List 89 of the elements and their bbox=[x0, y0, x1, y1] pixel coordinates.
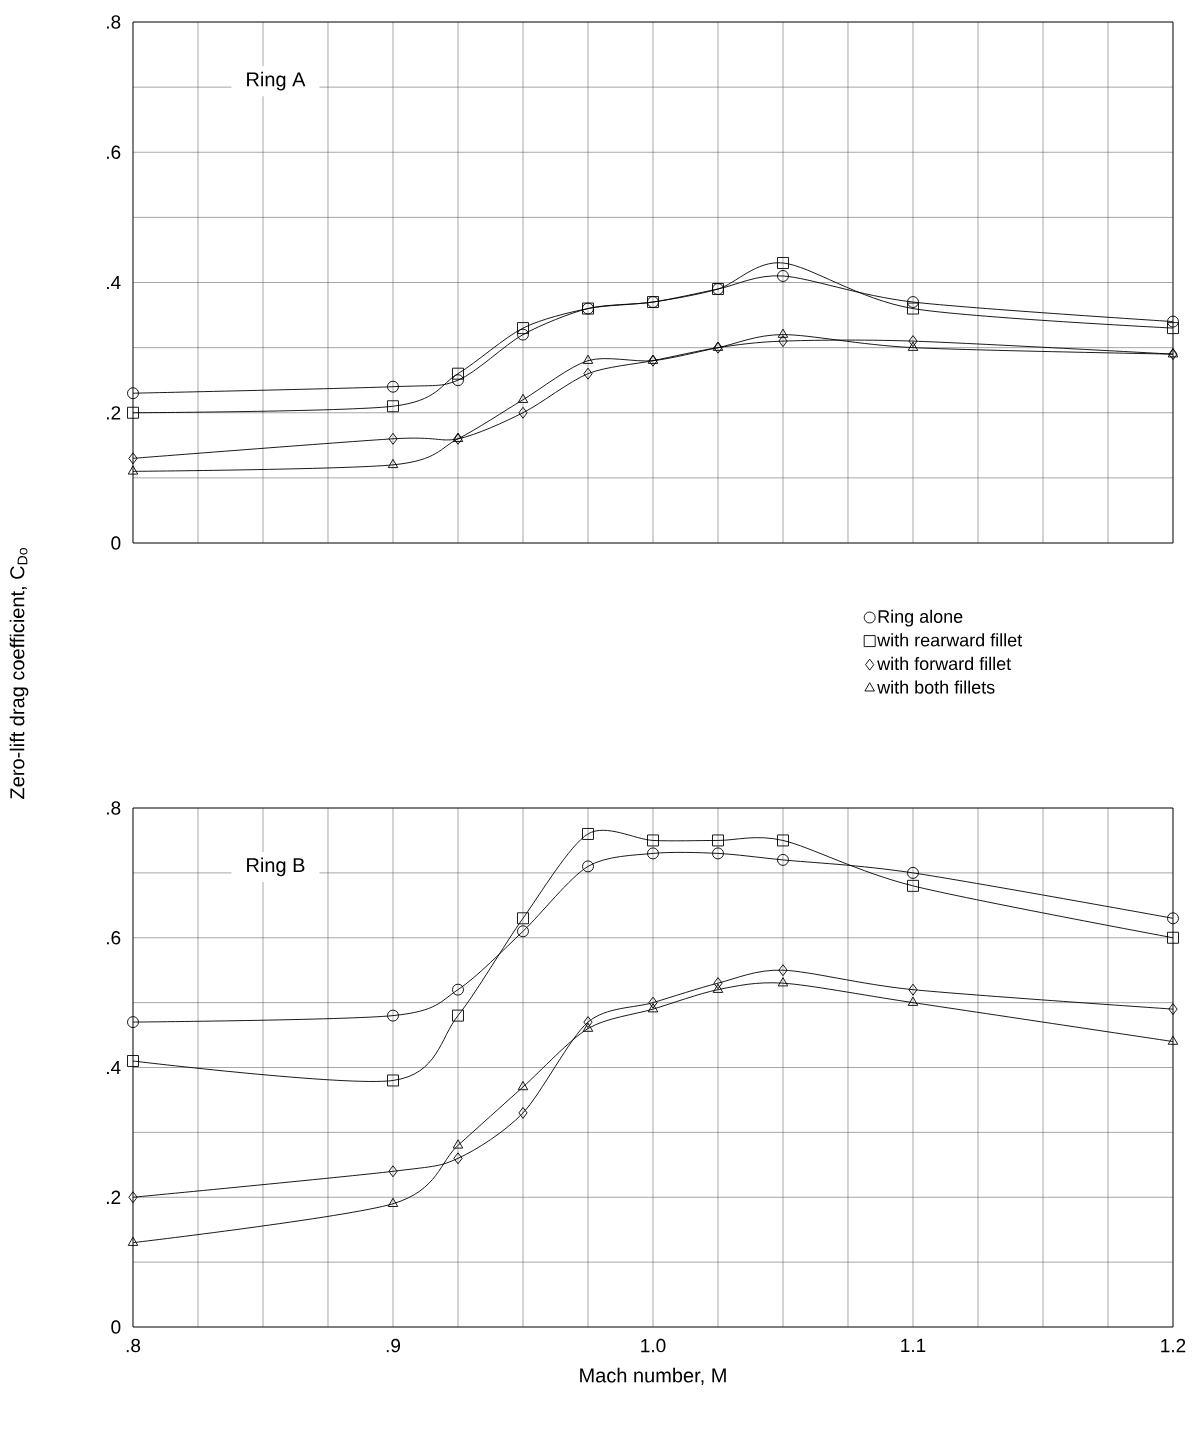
x-tick-label: .8 bbox=[126, 1338, 141, 1353]
point bbox=[1167, 931, 1180, 944]
point bbox=[583, 1016, 593, 1029]
x-tick-label: 1.0 bbox=[641, 1338, 666, 1353]
point bbox=[582, 1022, 594, 1032]
point bbox=[518, 406, 528, 419]
legend-label: Ring alone bbox=[878, 609, 963, 627]
point bbox=[647, 847, 660, 860]
point bbox=[582, 860, 595, 873]
y-tick-label: .4 bbox=[107, 275, 121, 290]
point bbox=[1167, 322, 1180, 335]
point bbox=[582, 354, 594, 364]
y-tick-label: .2 bbox=[107, 406, 121, 420]
x-axis-title: Mach number, M bbox=[580, 1367, 726, 1385]
point bbox=[127, 406, 140, 419]
point bbox=[387, 400, 400, 413]
point bbox=[387, 1074, 400, 1087]
point bbox=[712, 983, 724, 993]
point bbox=[127, 465, 139, 475]
point bbox=[777, 270, 790, 282]
point bbox=[778, 335, 788, 348]
y-tick-label: .6 bbox=[107, 931, 121, 945]
point bbox=[517, 912, 530, 925]
point bbox=[517, 393, 529, 403]
point bbox=[1167, 315, 1180, 328]
y-tick-label: 0 bbox=[111, 536, 121, 550]
point bbox=[907, 296, 920, 308]
legend-label: with forward fillet bbox=[877, 656, 1012, 671]
point bbox=[777, 328, 789, 338]
point bbox=[777, 834, 790, 847]
point bbox=[778, 964, 788, 977]
point bbox=[452, 1139, 464, 1149]
point bbox=[777, 257, 790, 269]
point bbox=[582, 828, 595, 840]
point bbox=[712, 847, 725, 860]
point bbox=[388, 432, 398, 445]
point bbox=[452, 983, 465, 996]
point bbox=[452, 367, 465, 380]
point bbox=[907, 302, 920, 315]
point bbox=[128, 1191, 138, 1204]
point bbox=[712, 834, 725, 847]
text: Ring B bbox=[247, 857, 305, 877]
point bbox=[127, 1236, 139, 1246]
legend-label: with both fillets bbox=[877, 680, 995, 694]
x-tick-label: 1.1 bbox=[901, 1338, 926, 1352]
point bbox=[517, 925, 530, 938]
point bbox=[713, 977, 723, 990]
y-axis-title: Zero-lift drag coefficient, C$_{Do}$ bbox=[9, 548, 29, 799]
x-tick-label: 1.2 bbox=[1161, 1338, 1186, 1353]
point bbox=[517, 1081, 529, 1091]
point bbox=[777, 853, 790, 866]
y-tick-label: .6 bbox=[107, 145, 121, 159]
point bbox=[648, 996, 658, 1009]
point bbox=[387, 1197, 399, 1207]
point bbox=[387, 380, 400, 393]
point bbox=[907, 996, 919, 1006]
point bbox=[128, 452, 138, 465]
point bbox=[127, 387, 140, 400]
point bbox=[1167, 912, 1180, 925]
legend-label: with rearward fillet bbox=[877, 633, 1023, 647]
x-tick-label: .9 bbox=[386, 1338, 401, 1353]
point bbox=[517, 328, 530, 341]
point bbox=[127, 1055, 140, 1067]
point bbox=[387, 1009, 400, 1022]
point bbox=[452, 1009, 465, 1022]
point bbox=[452, 374, 465, 387]
point bbox=[907, 879, 920, 892]
point bbox=[777, 977, 789, 987]
y-tick-label: .8 bbox=[107, 15, 121, 29]
point bbox=[908, 335, 918, 348]
point bbox=[647, 834, 660, 847]
y-tick-label: .4 bbox=[107, 1060, 121, 1075]
point bbox=[1168, 1003, 1178, 1016]
point bbox=[583, 367, 593, 380]
point bbox=[453, 1152, 463, 1165]
text: Ring A bbox=[247, 71, 306, 91]
point bbox=[1167, 1035, 1179, 1045]
point bbox=[388, 1165, 398, 1178]
point bbox=[647, 1003, 659, 1013]
point bbox=[518, 1106, 528, 1119]
y-tick-label: .2 bbox=[107, 1190, 121, 1204]
point bbox=[127, 1016, 140, 1029]
y-tick-label: .8 bbox=[107, 801, 121, 815]
point bbox=[907, 866, 920, 879]
point bbox=[387, 458, 399, 469]
point bbox=[517, 322, 530, 335]
point bbox=[907, 341, 919, 351]
y-tick-label: 0 bbox=[111, 1320, 121, 1334]
point bbox=[908, 983, 918, 996]
